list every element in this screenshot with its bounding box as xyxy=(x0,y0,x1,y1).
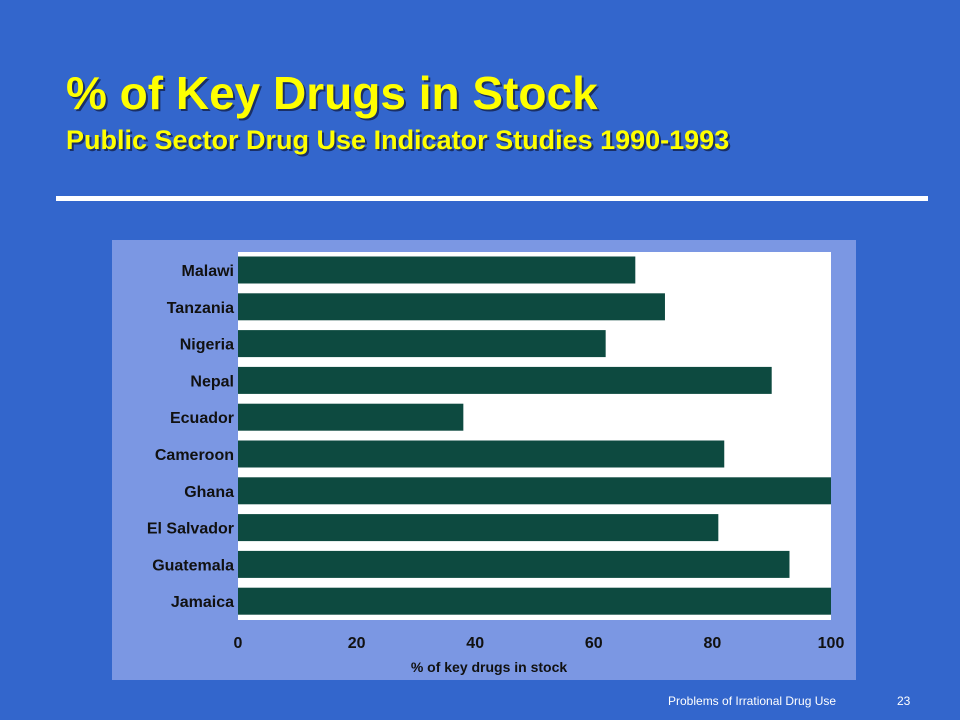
category-label-tanzania: Tanzania xyxy=(167,300,234,317)
chart-panel: Malawi Tanzania Nigeria Nepal Ecuador Cameroo… xyxy=(112,240,856,680)
bar-tanzania xyxy=(238,293,665,321)
category-label-malawi: Malawi xyxy=(182,263,234,280)
category-label-nigeria: Nigeria xyxy=(180,337,234,354)
page-number: 23 xyxy=(897,694,911,708)
bar-cameroon xyxy=(238,440,725,468)
category-label-nepal: Nepal xyxy=(190,373,234,390)
bar-nepal xyxy=(238,366,772,394)
slide-title: % of Key Drugs in Stock xyxy=(66,67,598,119)
category-label-el-salvador: El Salvador xyxy=(147,521,234,538)
bar-el-salvador xyxy=(238,514,719,542)
category-labels-group: Malawi Tanzania Nigeria Nepal Ecuador Cameroo… xyxy=(147,263,234,611)
bars-group xyxy=(238,256,831,615)
category-label-cameroon: Cameroon xyxy=(155,447,234,464)
x-tick-label-80: 80 xyxy=(704,635,722,652)
x-axis-label: % of key drugs in stock xyxy=(411,659,568,675)
bar-ghana xyxy=(238,477,831,505)
category-label-ghana: Ghana xyxy=(184,484,234,501)
bar-nigeria xyxy=(238,330,606,358)
x-tick-label-0: 0 xyxy=(234,635,243,652)
x-tick-label-40: 40 xyxy=(466,635,484,652)
bar-guatemala xyxy=(238,550,790,578)
category-label-jamaica: Jamaica xyxy=(171,594,234,611)
title-divider xyxy=(56,196,928,201)
bar-malawi xyxy=(238,256,636,284)
x-tick-label-100: 100 xyxy=(818,635,845,652)
category-label-guatemala: Guatemala xyxy=(152,557,234,574)
bar-jamaica xyxy=(238,587,831,615)
x-tick-labels-group: 0 20 40 60 80 100 xyxy=(234,635,845,652)
footer-text: Problems of Irrational Drug Use xyxy=(668,694,837,708)
slide-subtitle: Public Sector Drug Use Indicator Studies… xyxy=(66,125,730,155)
x-tick-label-20: 20 xyxy=(348,635,366,652)
bar-chart: Malawi Tanzania Nigeria Nepal Ecuador Cameroo… xyxy=(147,252,845,675)
category-label-ecuador: Ecuador xyxy=(170,410,234,427)
x-tick-label-60: 60 xyxy=(585,635,603,652)
bar-ecuador xyxy=(238,403,464,431)
